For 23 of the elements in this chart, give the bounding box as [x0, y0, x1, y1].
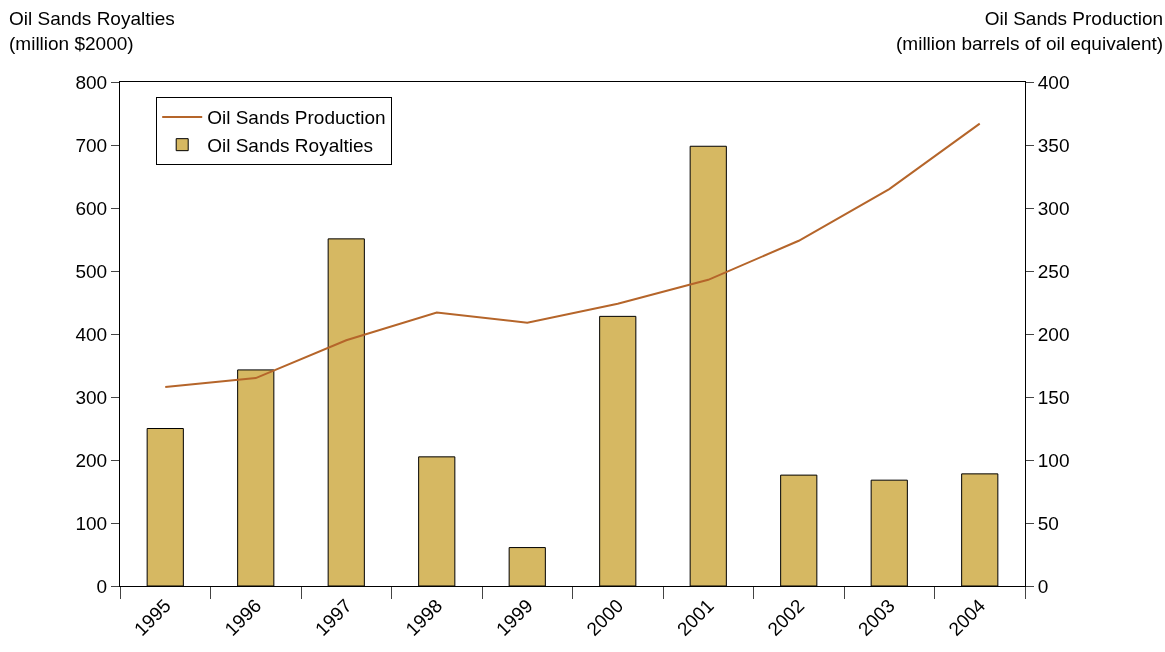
y2-tick-label: 100: [1037, 449, 1070, 471]
y-tick-label: 600: [75, 197, 108, 219]
legend-label: Oil Sands Royalties: [207, 135, 373, 157]
y2-tick-label: 150: [1037, 386, 1070, 408]
y2-tick-label: 50: [1037, 512, 1059, 534]
y-tick-label: 100: [75, 512, 108, 534]
y-tick-label: 200: [75, 449, 108, 471]
y-tick-label: 700: [75, 134, 108, 156]
line-series: [164, 122, 981, 388]
y-tick-label: 500: [75, 260, 108, 282]
y2-tick-label: 250: [1037, 260, 1070, 282]
y-tick-label: 0: [96, 575, 108, 597]
legend-label: Oil Sands Production: [207, 107, 386, 129]
y2-tick-label: 300: [1037, 197, 1070, 219]
y-tick-label: 400: [75, 323, 108, 345]
y2-tick-label: 0: [1037, 575, 1049, 597]
y2-tick-label: 200: [1037, 323, 1070, 345]
y-tick-label: 300: [75, 386, 108, 408]
y2-tick-label: 350: [1037, 134, 1070, 156]
y-axis-title: Oil Sands Royalties (million $2000): [9, 8, 175, 54]
y2-tick-label: 400: [1037, 71, 1070, 93]
y-tick-label: 800: [75, 71, 108, 93]
y2-axis-title: Oil Sands Production (million barrels of oil equivalent): [896, 8, 1164, 54]
